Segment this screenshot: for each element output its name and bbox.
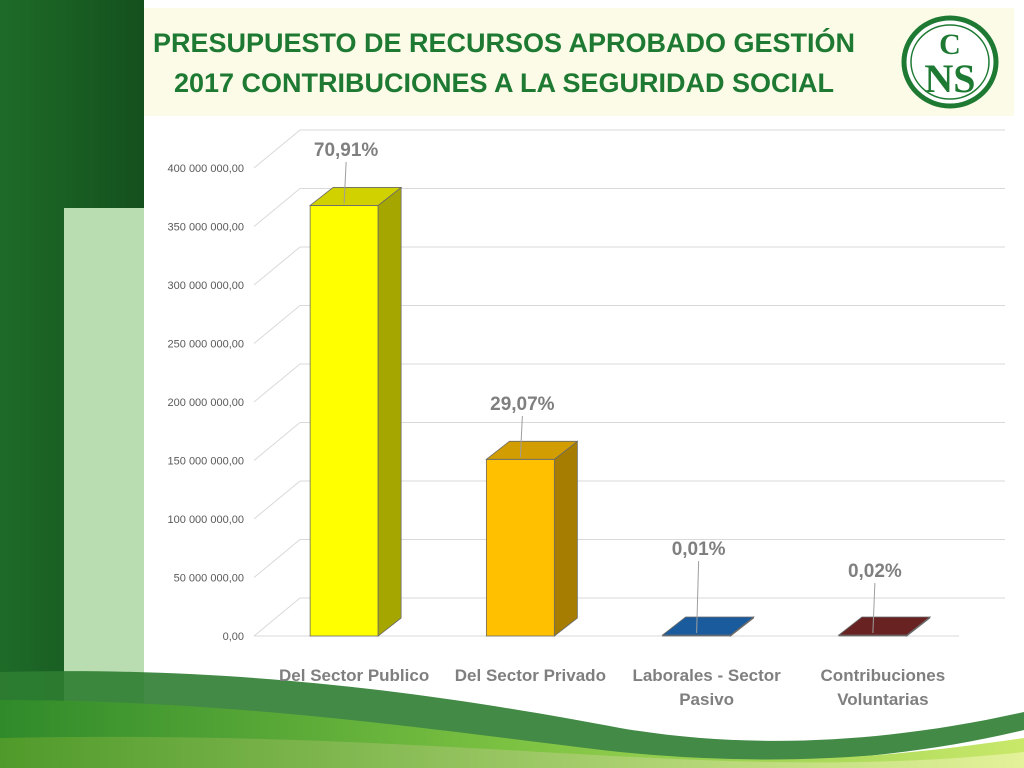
category-label: Del Sector Privado <box>455 666 606 685</box>
y-tick-label: 250 000 000,00 <box>168 339 244 351</box>
y-axis-ticks: 0,00 50 000 000,00 100 000 000,00 150 000 0… <box>168 163 244 643</box>
bar-top <box>308 187 403 206</box>
logo-letter-c: C <box>939 28 961 61</box>
gridline-side <box>253 363 301 403</box>
bar <box>661 616 755 637</box>
gridline-side <box>253 480 301 520</box>
y-tick-label: 150 000 000,00 <box>168 456 244 468</box>
chart-bars <box>308 186 932 637</box>
data-label: 0,02% <box>848 561 902 582</box>
y-tick-label: 400 000 000,00 <box>168 163 244 175</box>
y-tick-label: 50 000 000,00 <box>174 573 244 585</box>
y-tick-label: 100 000 000,00 <box>168 514 244 526</box>
leader-line <box>519 415 523 458</box>
bar-side <box>377 186 402 637</box>
leader-line <box>696 560 700 634</box>
bar-top <box>485 440 579 460</box>
x-axis-categories: Del Sector Publico Del Sector Privado Labo… <box>279 666 945 709</box>
gridline-side <box>253 129 301 169</box>
slide-title-line2: 2017 CONTRIBUCIONES A LA SEGURIDAD SOCIA… <box>173 68 835 98</box>
cns-logo: C NS <box>901 15 999 109</box>
bar-top <box>661 616 755 636</box>
bar-front <box>485 458 555 637</box>
chart-data-labels: 70,91% 29,07% 0,01% 0,02% <box>314 140 902 634</box>
bar <box>485 440 579 637</box>
logo-letters-ns: NS <box>924 56 975 101</box>
category-label: Laborales - Sector <box>632 666 781 685</box>
bar-side <box>553 440 578 637</box>
bar-top <box>837 616 932 636</box>
y-tick-label: 0,00 <box>223 631 244 643</box>
gridline-side <box>253 188 301 227</box>
gridline-side <box>253 246 301 286</box>
category-label: Del Sector Publico <box>279 666 429 685</box>
category-label: Voluntarias <box>837 690 928 709</box>
title-panel: PRESUPUESTO DE RECURSOS APROBADO GESTIÓN… <box>144 8 1014 116</box>
gridline-side <box>253 597 301 637</box>
category-label: Contribuciones <box>821 666 946 685</box>
y-tick-label: 300 000 000,00 <box>168 280 244 292</box>
swoosh-pale <box>0 736 1024 768</box>
data-label: 29,07% <box>490 394 555 415</box>
y-tick-label: 350 000 000,00 <box>168 222 244 234</box>
category-label: Pasivo <box>679 690 734 709</box>
gridline-side <box>253 305 301 344</box>
gridline-side <box>253 539 301 578</box>
slide-title-line1: PRESUPUESTO DE RECURSOS APROBADO GESTIÓN <box>152 28 856 58</box>
leader-line <box>872 582 876 634</box>
bar-chart: 0,00 50 000 000,00 100 000 000,00 150 000 0… <box>168 129 1005 709</box>
bar-front <box>309 205 379 637</box>
leader-line <box>343 161 347 204</box>
swoosh-dark <box>0 671 1024 763</box>
data-label: 0,01% <box>672 539 726 560</box>
bar <box>308 186 403 637</box>
bar <box>837 616 932 637</box>
gridline-side <box>253 422 301 461</box>
data-label: 70,91% <box>314 140 379 161</box>
y-tick-label: 200 000 000,00 <box>168 397 244 409</box>
